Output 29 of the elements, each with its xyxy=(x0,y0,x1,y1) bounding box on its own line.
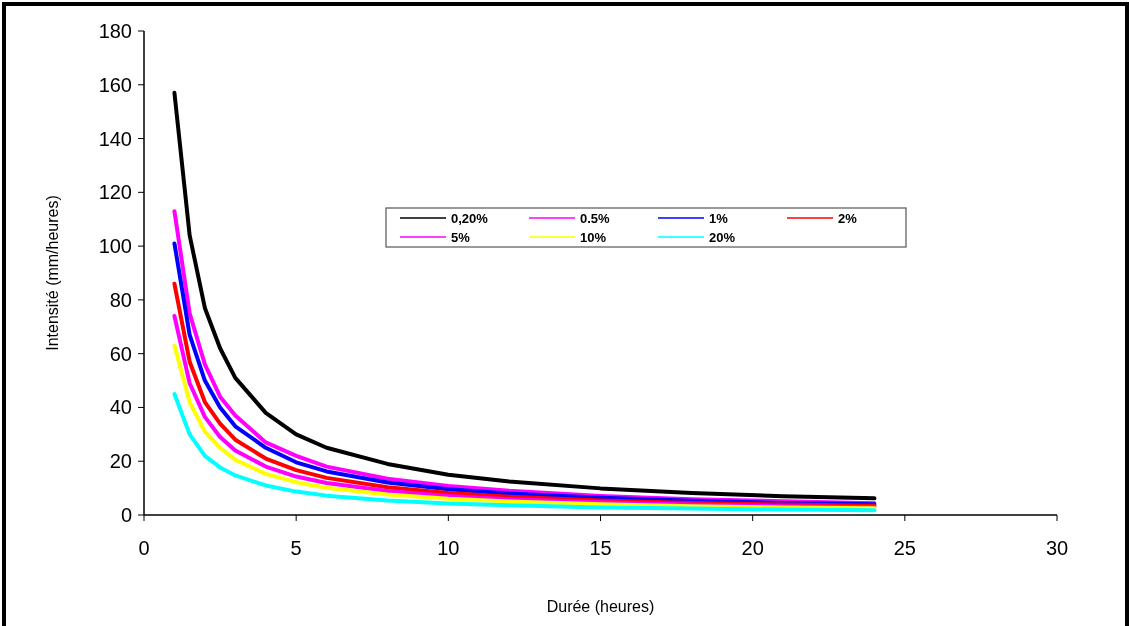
x-tick-label: 0 xyxy=(138,537,150,559)
y-tick-label: 80 xyxy=(109,288,132,311)
y-tick-label: 100 xyxy=(98,235,132,258)
y-tick-label: 0 xyxy=(120,504,132,526)
y-tick-label: 40 xyxy=(109,396,132,419)
legend-label: 1% xyxy=(709,210,729,226)
x-tick-label: 5 xyxy=(290,537,302,559)
x-tick-label: 30 xyxy=(1045,537,1069,559)
y-tick-label: 160 xyxy=(98,73,132,96)
y-tick-label: 180 xyxy=(98,20,132,42)
legend-label: 5% xyxy=(451,229,471,245)
x-tick-label: 25 xyxy=(893,537,916,559)
line-series xyxy=(172,392,877,513)
legend-label: 0,20% xyxy=(451,210,489,226)
x-tick-label: 20 xyxy=(741,537,764,559)
y-tick-label: 120 xyxy=(98,181,132,204)
x-tick-label: 10 xyxy=(437,537,460,559)
y-tick-label: 20 xyxy=(109,450,132,473)
y-tick-label: 60 xyxy=(109,342,132,365)
legend-label: 20% xyxy=(709,229,736,245)
y-axis-title: Intensité (mm/heures) xyxy=(44,195,61,351)
line-series xyxy=(172,343,877,511)
x-axis-title: Durée (heures) xyxy=(546,598,655,615)
legend-label: 2% xyxy=(838,210,858,226)
y-tick-label: 140 xyxy=(98,127,132,150)
legend-label: 10% xyxy=(580,229,607,245)
line-series xyxy=(172,90,877,501)
x-tick-label: 15 xyxy=(589,537,612,559)
legend-label: 0.5% xyxy=(580,210,611,226)
